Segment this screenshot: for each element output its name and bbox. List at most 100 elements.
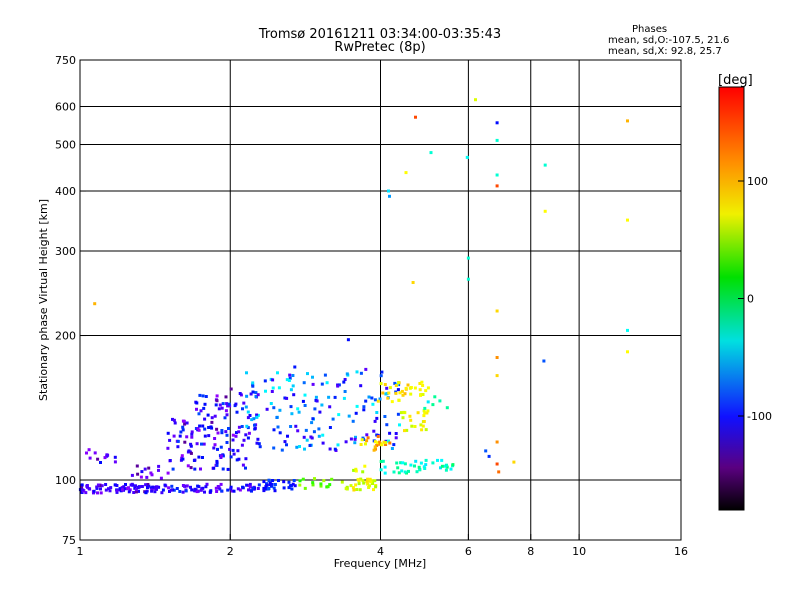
data-point [205,482,209,486]
data-point [161,488,165,492]
data-point [201,456,204,459]
data-point [466,277,470,281]
data-point [421,384,425,387]
data-point [127,490,131,494]
data-point [396,466,400,470]
data-point [301,399,305,403]
data-point [195,401,199,405]
data-point [325,381,329,385]
data-point [204,485,208,489]
data-point [258,445,262,449]
data-point [241,463,245,467]
data-point [385,423,389,427]
data-point [268,481,272,485]
data-point [80,483,84,487]
data-point [423,406,427,410]
data-point [449,467,453,471]
data-point [408,386,412,390]
data-point [320,403,324,407]
data-point [237,425,241,429]
data-point [304,428,308,432]
data-point [392,470,396,474]
data-point [352,468,356,472]
data-point [204,395,208,398]
data-point [311,417,315,421]
data-point [303,486,307,490]
data-point [417,465,421,469]
data-point [214,486,218,490]
data-point [283,396,287,400]
data-point [128,488,132,492]
data-point [314,395,318,399]
data-point [189,444,193,448]
data-point [445,465,449,469]
grid [80,60,681,540]
data-point [181,425,185,429]
data-point [93,302,97,306]
data-point [262,489,266,493]
data-point [312,430,316,434]
data-point [336,384,340,388]
data-point [92,489,96,493]
data-point [420,380,424,384]
colorbar-label: [deg] [718,73,753,88]
data-point [275,416,279,419]
data-point [542,359,546,363]
data-point [305,438,309,442]
data-point [451,463,455,467]
chart-title: Tromsø 20161211 03:34:00-03:35:43 [258,27,502,42]
data-point [311,375,314,379]
data-point [224,395,228,399]
data-point [109,486,113,490]
data-point [93,451,97,455]
data-point [626,218,629,222]
data-point [317,427,321,431]
data-point [270,484,273,488]
data-point [173,421,177,425]
data-point [357,478,361,482]
data-point [203,427,207,431]
data-point [409,392,413,396]
data-point [203,417,207,421]
data-point [408,414,412,418]
data-point [253,423,256,427]
data-point [382,440,386,444]
data-point [226,488,230,492]
data-point [225,433,229,437]
data-point [225,413,229,417]
data-point [372,448,376,452]
data-point [180,454,184,458]
data-point [352,488,356,492]
data-point [354,411,358,415]
data-point [361,479,365,483]
data-point [383,383,387,386]
phase-stats-o: mean, sd,O:-107.5, 21.6 [608,35,730,46]
data-point [364,442,367,446]
data-point [189,451,193,455]
data-point [215,459,219,463]
data-point [337,383,341,387]
data-point [183,422,187,426]
data-point [189,485,192,489]
data-point [179,430,183,434]
data-point [404,171,408,175]
data-point [235,458,239,462]
data-point [403,462,407,466]
data-point [126,486,130,490]
data-point [266,487,270,491]
data-point [122,485,126,489]
data-point [426,400,430,404]
y-tick-label: 600 [55,101,76,114]
data-point [372,429,376,433]
data-point [323,373,327,377]
data-point [227,427,230,430]
data-point [251,384,255,388]
data-point [287,480,291,484]
data-point [178,434,182,438]
data-point [195,407,198,411]
data-point [308,444,312,447]
data-point [130,473,134,477]
data-point [406,383,410,387]
x-tick-label: 4 [377,545,384,558]
phase-stats-title: Phases [632,24,668,35]
